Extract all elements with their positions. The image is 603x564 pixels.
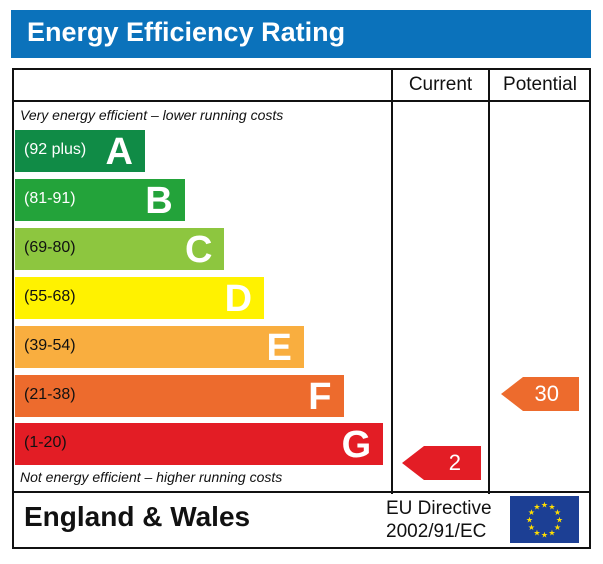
band-letter: E (266, 327, 292, 369)
band-letter: B (145, 180, 173, 222)
top-note: Very energy efficient – lower running co… (20, 107, 284, 123)
divider (12, 100, 589, 102)
star-icon: ★ (528, 508, 535, 517)
directive-line2: 2002/91/EC (386, 521, 487, 542)
band-range: (21-38) (24, 386, 76, 403)
star-icon: ★ (554, 523, 561, 532)
star-icon: ★ (528, 523, 535, 532)
star-icon: ★ (554, 508, 561, 517)
band-letter: C (184, 229, 213, 271)
eu-directive: EU Directive 2002/91/EC (386, 497, 492, 543)
band-range: (92 plus) (24, 141, 87, 158)
divider (12, 491, 589, 493)
star-icon: ★ (533, 503, 540, 512)
star-icon: ★ (548, 503, 555, 512)
band-bar-F: (21-38) F (15, 375, 344, 418)
potential-rating-value: 30 (534, 381, 559, 406)
band-range: (69-80) (24, 239, 76, 256)
star-icon: ★ (541, 501, 548, 510)
divider (391, 68, 393, 494)
band-range: (55-68) (24, 288, 76, 305)
star-icon: ★ (548, 528, 555, 537)
band-letter: G (341, 424, 372, 466)
rating-table (12, 68, 591, 549)
band-range: (81-91) (24, 190, 76, 207)
chart-title: Energy Efficiency Rating (27, 17, 346, 47)
band-letter: D (224, 278, 253, 320)
band-bar-B: (81-91) B (15, 179, 185, 222)
band-letter: A (105, 131, 133, 173)
band-range: (39-54) (24, 337, 76, 354)
band-bar-D: (55-68) D (15, 277, 265, 320)
current-rating-value: 2 (448, 450, 461, 475)
current-column-header: Current (408, 74, 473, 95)
star-icon: ★ (526, 516, 533, 525)
potential-column-header: Potential (503, 74, 577, 95)
band-bar-A: (92 plus) A (15, 130, 145, 173)
band-range: (1-20) (24, 434, 67, 451)
star-icon: ★ (556, 516, 563, 525)
title-bar: Energy Efficiency Rating (11, 10, 591, 58)
directive-line1: EU Directive (386, 498, 492, 519)
band-letter: F (308, 376, 332, 418)
country-label: England & Wales (24, 501, 251, 532)
star-icon: ★ (533, 528, 540, 537)
star-icon: ★ (541, 531, 548, 540)
band-bar-E: (39-54) E (15, 326, 304, 369)
divider (488, 68, 490, 494)
band-bar-C: (69-80) C (15, 228, 225, 271)
band-bar-G: (1-20) G (15, 423, 384, 466)
eu-flag-icon: ★ ★ ★ ★ ★ ★ ★ ★ ★ ★ ★ ★ (510, 496, 579, 543)
bottom-note: Not energy efficient – higher running co… (20, 469, 283, 485)
